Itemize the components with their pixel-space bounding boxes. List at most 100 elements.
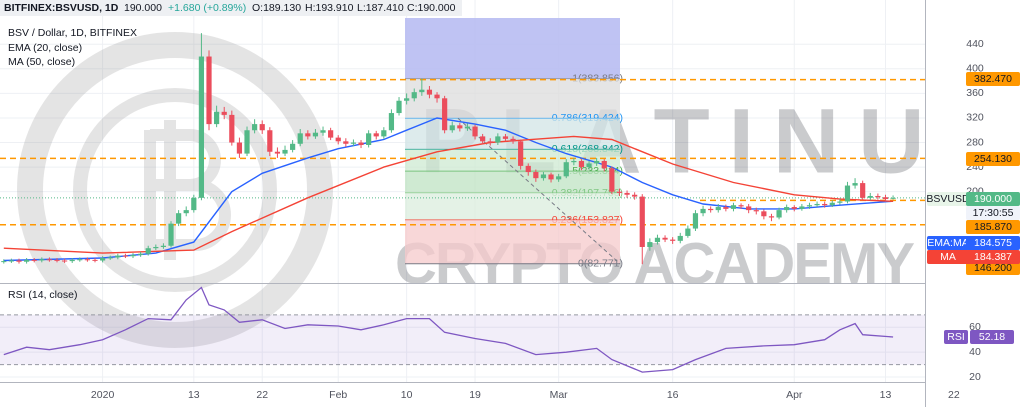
- candle-body: [677, 235, 683, 241]
- header-bar: [0, 0, 462, 16]
- price-labels: 382.470 254.130 185.870 146.200 BSVUSD 190.00…: [926, 72, 1020, 345]
- candle-body: [214, 111, 220, 125]
- candle-body: [670, 239, 676, 241]
- candle-body: [540, 174, 547, 179]
- fib-label: 0(82.771): [578, 257, 623, 269]
- high: H:193.910: [305, 2, 354, 14]
- candle-body: [8, 260, 15, 262]
- symbol: BITFINEX:BSVUSD, 1D: [4, 2, 119, 14]
- x-tick-label: 2020: [91, 389, 115, 401]
- candle-body: [487, 141, 493, 143]
- candle-body: [890, 197, 896, 199]
- y-tick-label: 440: [966, 38, 984, 50]
- candle-body: [708, 208, 714, 211]
- candle-body: [320, 130, 326, 133]
- candle-body: [563, 162, 569, 177]
- candle-body: [776, 210, 782, 218]
- x-tick-label: 16: [667, 389, 679, 401]
- candle-body: [122, 255, 129, 257]
- candle-body: [578, 160, 585, 168]
- countdown: 17:30:55: [973, 207, 1014, 219]
- rsi-line: [3, 286, 894, 373]
- candle-body: [434, 94, 440, 99]
- candle-body: [153, 246, 159, 249]
- candle-body: [54, 259, 60, 261]
- candle-body: [700, 208, 706, 214]
- candle-body: [183, 210, 189, 214]
- candle-body: [518, 141, 524, 166]
- level-label-box: [966, 220, 1020, 234]
- candle-body: [62, 260, 68, 262]
- legend-entry: EMA (20, close): [8, 42, 82, 54]
- candle-body: [16, 260, 22, 262]
- candle-body: [829, 202, 835, 206]
- indicator-value-box: [966, 250, 1020, 264]
- indicator-value-box: [966, 236, 1020, 250]
- candle-body: [806, 205, 813, 207]
- candle-body: [267, 130, 273, 152]
- rsi-pane: [0, 286, 925, 373]
- watermark-logo: [144, 120, 231, 260]
- y-tick-label: 320: [966, 112, 984, 124]
- x-tick-label: Mar: [550, 389, 569, 401]
- candle-body: [77, 259, 83, 261]
- candle-body: [594, 160, 600, 164]
- candle-body: [814, 203, 820, 206]
- candle-body: [548, 174, 554, 180]
- candle-body: [168, 223, 174, 246]
- candle-body: [366, 133, 372, 145]
- candle-body: [730, 205, 737, 209]
- candle-body: [647, 242, 653, 247]
- candle-body: [388, 113, 395, 131]
- candle-body: [358, 142, 364, 145]
- candle-body: [274, 151, 281, 154]
- candle-body: [259, 124, 265, 131]
- candle-body: [844, 185, 851, 202]
- level-label-box: [966, 152, 1020, 166]
- candle-body: [426, 89, 433, 95]
- candle-body: [480, 136, 486, 142]
- candle-body: [1, 261, 7, 263]
- candle-body: [31, 259, 37, 261]
- candle-body: [160, 245, 167, 247]
- candle-body: [556, 176, 562, 180]
- candle-body: [768, 216, 775, 218]
- candle-body: [860, 183, 866, 198]
- candle-body: [784, 207, 790, 211]
- candle-body: [525, 165, 531, 173]
- rsi-value-box: [970, 330, 1014, 345]
- rsi-tag: RSI: [947, 331, 965, 343]
- indicator-tag-box: [927, 250, 969, 264]
- level-label-box: [966, 261, 1020, 275]
- candle-body: [221, 111, 227, 115]
- candle-body: [229, 114, 235, 143]
- candle-body: [624, 192, 630, 195]
- candle-body: [328, 130, 334, 138]
- x-tick-label: 10: [401, 389, 413, 401]
- candle-body: [875, 195, 881, 198]
- candle-body: [343, 141, 349, 144]
- candle-body: [502, 136, 509, 139]
- candle-body: [176, 213, 182, 224]
- candle-body: [632, 194, 638, 197]
- candle-body: [84, 259, 91, 261]
- candle-body: [837, 201, 843, 203]
- indicator-value: 184.575: [974, 237, 1012, 249]
- fib-trend: [457, 117, 621, 265]
- levels: [0, 78, 925, 226]
- candle-body: [464, 126, 471, 129]
- price: 190.000: [124, 2, 162, 14]
- y-tick-label: 280: [966, 136, 984, 148]
- candle-body: [571, 160, 577, 163]
- candle-body: [130, 254, 136, 257]
- fib-zone: [405, 220, 620, 264]
- candle-body: [69, 259, 75, 262]
- rsi-tag-box: [944, 330, 968, 345]
- level-label: 382.470: [974, 73, 1012, 85]
- rsi-value: 52.18: [979, 331, 1005, 343]
- candle-body: [419, 89, 425, 93]
- y-tick-label: 360: [966, 87, 984, 99]
- x-tick-label: 22: [256, 389, 268, 401]
- y-tick-label: 60: [969, 321, 981, 333]
